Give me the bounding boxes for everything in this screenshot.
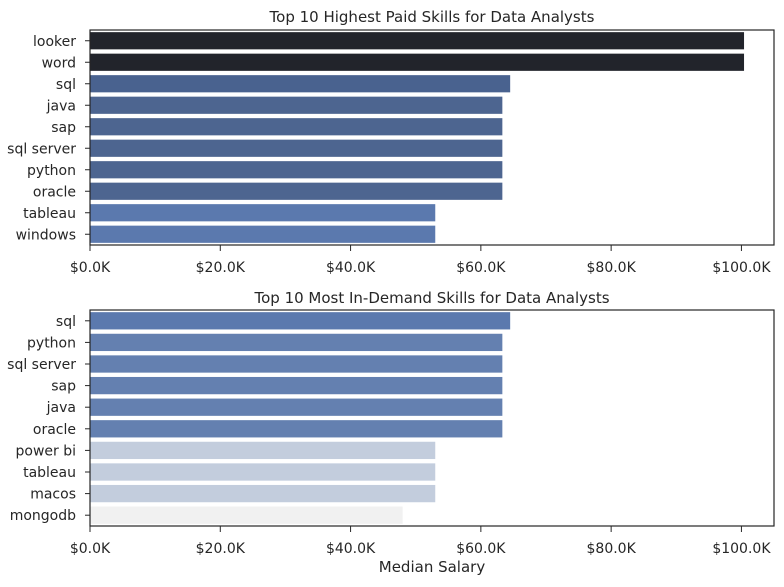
bar-looker [90, 32, 745, 50]
y-tick-label: oracle [33, 422, 76, 438]
bar-power-bi [90, 441, 436, 460]
y-tick-label: tableau [23, 465, 76, 481]
bar-mongodb [90, 506, 403, 524]
bar-tableau [90, 463, 436, 481]
chart-panel-1: Top 10 Highest Paid Skills for Data Anal… [7, 8, 775, 276]
bar-sql [90, 312, 511, 330]
y-tick-label: sql [56, 314, 76, 330]
x-tick-label: $60.0K [456, 541, 506, 557]
bar-windows [90, 225, 436, 243]
bar-word [90, 53, 745, 71]
y-tick-label: python [27, 335, 76, 351]
y-tick-label: sql [56, 77, 76, 93]
bar-java [90, 96, 503, 114]
x-tick-label: $100.0K [712, 260, 771, 276]
y-tick-label: java [46, 400, 76, 416]
y-tick-label: word [42, 55, 76, 71]
bar-sap [90, 118, 503, 136]
y-tick-label: looker [33, 34, 76, 50]
y-tick-label: mongodb [10, 508, 76, 524]
y-tick-label: windows [16, 227, 76, 243]
x-tick-label: $100.0K [712, 541, 771, 557]
y-tick-label: java [46, 98, 76, 114]
plot-frame [89, 309, 775, 527]
y-tick-label: sap [51, 120, 76, 136]
y-tick-label: sql server [7, 357, 76, 373]
bar-sap [90, 376, 503, 395]
bar-sql-server [90, 139, 503, 157]
bar-python [90, 333, 503, 352]
plot-frame [89, 29, 775, 246]
bar-tableau [90, 204, 436, 222]
y-tick-label: sql server [7, 141, 76, 157]
x-tick-label: $20.0K [196, 260, 246, 276]
bar-python [90, 161, 503, 179]
y-tick-label: power bi [16, 443, 77, 459]
bar-oracle [90, 182, 503, 200]
x-tick-label: $0.0K [70, 541, 111, 557]
x-tick-label: $40.0K [326, 541, 376, 557]
bar-sql-server [90, 355, 503, 373]
chart-title: Top 10 Highest Paid Skills for Data Anal… [269, 8, 595, 26]
y-tick-label: python [27, 163, 76, 179]
x-axis-label: Median Salary [379, 558, 486, 576]
chart-panel-2: Top 10 Most In-Demand Skills for Data An… [7, 289, 775, 576]
bar-macos [90, 484, 436, 503]
bar-sql [90, 75, 511, 93]
y-tick-label: oracle [33, 184, 76, 200]
x-tick-label: $80.0K [587, 260, 637, 276]
x-tick-label: $80.0K [587, 541, 637, 557]
chart-title: Top 10 Most In-Demand Skills for Data An… [253, 289, 609, 307]
x-tick-label: $60.0K [456, 260, 506, 276]
y-tick-label: sap [51, 379, 76, 395]
bar-oracle [90, 420, 503, 438]
x-tick-label: $0.0K [70, 260, 111, 276]
y-tick-label: tableau [23, 206, 76, 222]
x-tick-label: $20.0K [196, 541, 246, 557]
x-tick-label: $40.0K [326, 260, 376, 276]
y-tick-label: macos [30, 487, 76, 503]
bar-java [90, 398, 503, 416]
